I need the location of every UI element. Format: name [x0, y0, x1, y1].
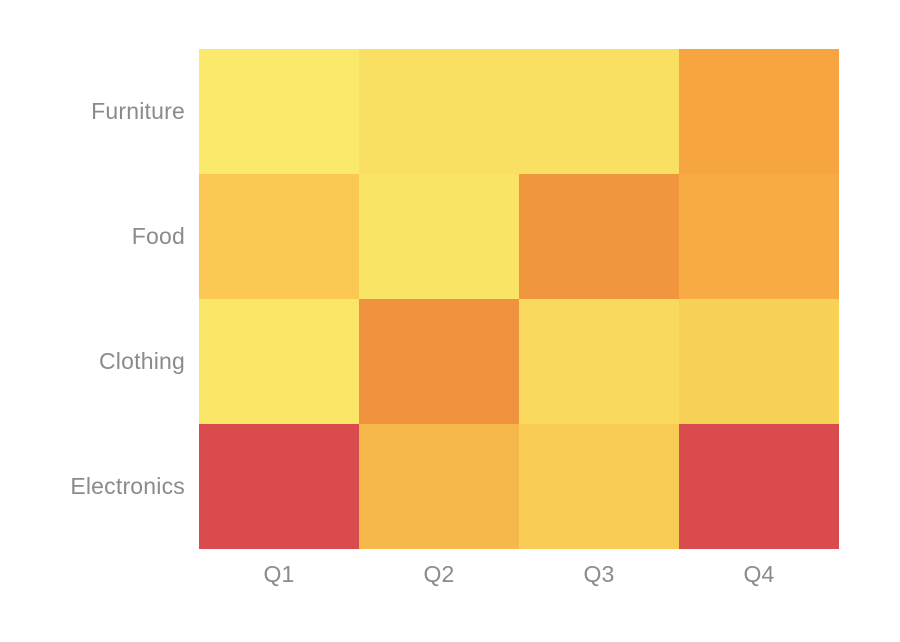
- col-label-q2: Q2: [423, 561, 455, 587]
- heatmap-grid: [199, 49, 839, 549]
- heatmap-cell-clothing-q3: [519, 299, 679, 424]
- heatmap-cell-furniture-q1: [199, 49, 359, 174]
- col-labels: Q1 Q2 Q3 Q4: [199, 560, 839, 588]
- row-labels: Furniture Food Clothing Electronics: [0, 49, 185, 549]
- heatmap-cell-food-q4: [679, 174, 839, 299]
- heatmap-cell-electronics-q1: [199, 424, 359, 549]
- row-label-food: Food: [131, 223, 185, 249]
- heatmap-cell-food-q1: [199, 174, 359, 299]
- heatmap-cell-food-q3: [519, 174, 679, 299]
- heatmap-cell-food-q2: [359, 174, 519, 299]
- heatmap-cell-clothing-q1: [199, 299, 359, 424]
- heatmap-cell-electronics-q4: [679, 424, 839, 549]
- col-label-q1: Q1: [263, 561, 295, 587]
- row-label-clothing: Clothing: [99, 348, 185, 374]
- heatmap-cell-clothing-q2: [359, 299, 519, 424]
- col-label-q4: Q4: [743, 561, 775, 587]
- heatmap-cell-furniture-q2: [359, 49, 519, 174]
- heatmap-cell-electronics-q3: [519, 424, 679, 549]
- heatmap-cell-furniture-q4: [679, 49, 839, 174]
- heatmap-cell-furniture-q3: [519, 49, 679, 174]
- heatmap-cell-clothing-q4: [679, 299, 839, 424]
- heatmap-cell-electronics-q2: [359, 424, 519, 549]
- row-label-furniture: Furniture: [91, 98, 185, 124]
- row-label-electronics: Electronics: [70, 473, 185, 499]
- col-label-q3: Q3: [583, 561, 615, 587]
